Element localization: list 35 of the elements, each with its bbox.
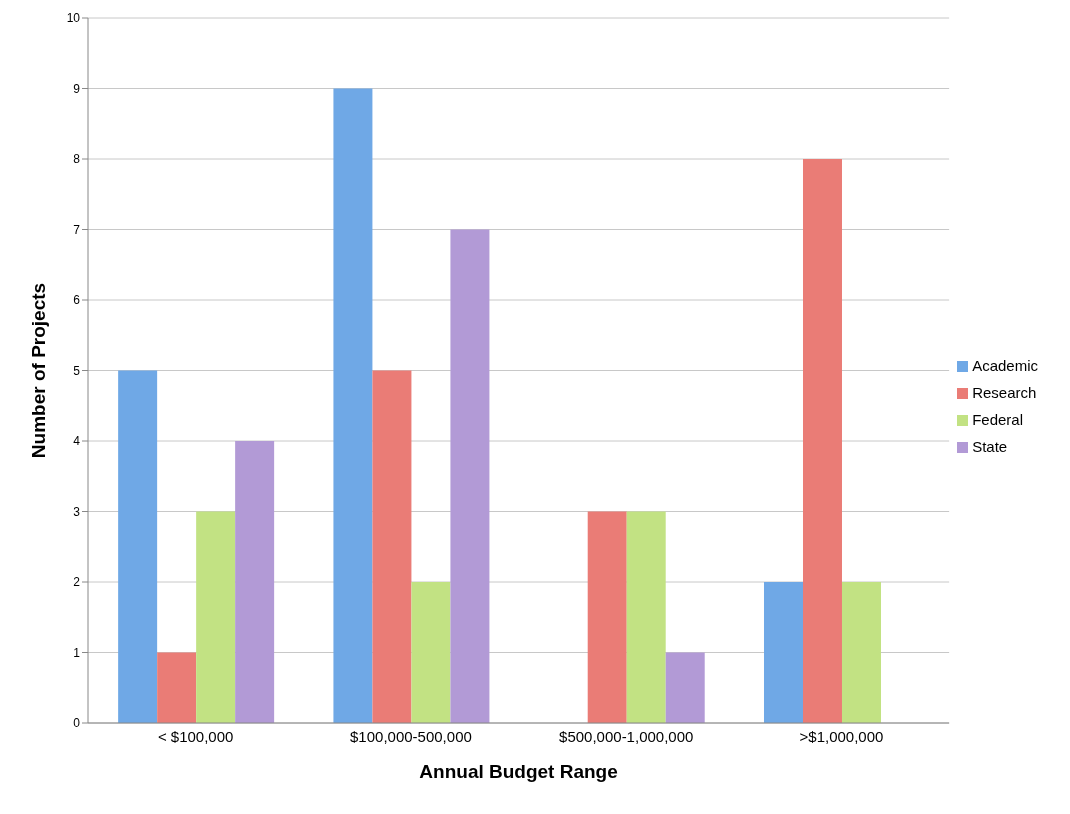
bar [587, 511, 627, 723]
bar [411, 582, 451, 723]
legend-label: Academic [972, 356, 1038, 374]
y-tick-label: 7 [73, 222, 81, 237]
bar [803, 159, 842, 723]
legend-label: Research [972, 383, 1037, 401]
legend-label: Federal [972, 410, 1023, 428]
bar [333, 88, 373, 723]
y-tick-label: 8 [73, 152, 81, 167]
y-tick-label: 2 [73, 575, 81, 590]
legend-label: State [972, 437, 1008, 455]
x-tick-label: >$1,000,000 [799, 727, 884, 745]
bar [157, 652, 197, 723]
bar [665, 652, 705, 723]
bar [235, 441, 275, 723]
bar [842, 582, 881, 723]
bar [626, 511, 666, 723]
bar [764, 582, 803, 723]
bar [196, 511, 236, 723]
y-tick-label: 4 [73, 434, 81, 449]
y-tick-label: 10 [66, 11, 81, 26]
y-tick-label: 0 [73, 716, 81, 731]
x-axis-title: Annual Budget Range [419, 761, 618, 782]
y-tick-label: 9 [73, 81, 81, 96]
bar [372, 370, 412, 723]
bar [118, 370, 158, 723]
bar [450, 229, 490, 723]
y-tick-label: 6 [73, 293, 81, 308]
x-tick-label: $500,000-1,000,000 [559, 727, 694, 745]
x-tick-label: $100,000-500,000 [350, 727, 472, 745]
y-axis-title: Number of Projects [27, 282, 49, 459]
y-tick-label: 1 [73, 645, 81, 660]
y-tick-label: 3 [73, 504, 81, 519]
x-tick-label: < $100,000 [157, 727, 234, 745]
y-tick-label: 5 [73, 363, 81, 378]
